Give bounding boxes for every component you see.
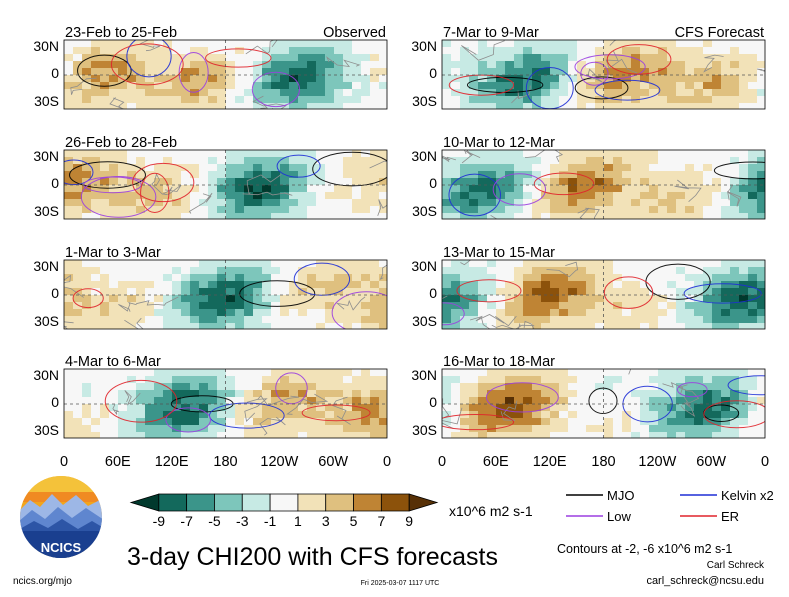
colorbar-swatch [241,493,271,512]
lat-tick-label: 30N [411,148,437,164]
map-panel: 23-Feb to 25-Feb Observed 30N 0 30S [33,25,388,110]
lat-tick-label: 30S [34,422,59,438]
lat-tick-label: 30N [411,258,437,274]
colorbar-tick-label: 3 [322,513,330,529]
legend-label: ER [721,509,739,524]
site-url[interactable]: ncics.org/mjo [13,576,72,587]
map-panel: 10-Mar to 12-Mar 30N 0 30S [411,135,766,220]
lat-tick-label: 0 [51,65,59,81]
logo-text: NCICS [41,540,82,555]
colorbar-swatch [353,493,382,512]
panel-date-label: 16-Mar to 18-Mar [443,354,555,370]
lon-tick-label: 120E [155,454,189,470]
colorbar-tick-label: 1 [294,513,302,529]
lat-tick-label: 30S [412,93,437,109]
contour-note: Contours at -2, -6 x10^6 m2 s-1 [557,542,732,556]
map-panel: 26-Feb to 28-Feb 30N 0 30S [33,135,388,220]
lon-tick-label: 0 [60,454,68,470]
legend-label: MJO [607,488,634,503]
contour-legend: MJO Kelvin x2 Low ER [566,488,774,524]
map-panel: 7-Mar to 9-Mar CFS Forecast 30N 0 30S [411,25,766,110]
lat-tick-label: 30N [411,367,437,383]
colorbar-tick-label: -3 [236,513,249,529]
lat-tick-label: 0 [429,285,437,301]
colorbar-swatch [325,493,354,512]
lat-tick-label: 0 [429,65,437,81]
timestamp: Fri 2025-03-07 1117 UTC [361,580,440,587]
lon-tick-label: 60E [105,454,131,470]
colorbar-tick-label: 9 [405,513,413,529]
panel-date-label: 10-Mar to 12-Mar [443,135,555,151]
panel-date-label: 7-Mar to 9-Mar [443,25,539,41]
column-header: Observed [323,25,386,41]
lon-tick-label: 120W [260,454,298,470]
lat-tick-label: 30N [33,258,59,274]
map-panel: 13-Mar to 15-Mar 30N 0 30S [411,245,766,330]
lon-tick-label: 120W [638,454,676,470]
colorbar-tick-label: -7 [180,513,193,529]
lon-tick-label: 60W [696,454,726,470]
colorbar-swatch [380,493,410,512]
panel-date-label: 26-Feb to 28-Feb [65,135,177,151]
lat-tick-label: 0 [51,285,59,301]
colorbar-swatch [186,493,215,512]
lat-tick-label: 30N [411,38,437,54]
lat-tick-label: 0 [51,175,59,191]
lon-tick-label: 120E [533,454,567,470]
lon-tick-label: 0 [383,454,391,470]
colorbar-tick-label: -5 [208,513,221,529]
legend-label: Low [607,509,631,524]
colorbar-swatch [297,493,327,512]
panel-date-label: 23-Feb to 25-Feb [65,25,177,41]
map-panel: 1-Mar to 3-Mar 30N 0 30S [33,245,388,330]
legend-label: Kelvin x2 [721,488,774,503]
lat-tick-label: 30S [34,203,59,219]
column-header: CFS Forecast [675,25,764,41]
colorbar-unit-label: x10^6 m2 s-1 [449,503,533,519]
author-name: Carl Schreck [707,560,765,571]
lat-tick-label: 30N [33,148,59,164]
lat-tick-label: 0 [429,175,437,191]
lat-tick-label: 30S [412,422,437,438]
colorbar: -9 -7 -5 -3 -1 1 3 5 7 9 [129,493,439,529]
lat-tick-label: 30S [34,93,59,109]
lat-tick-label: 0 [51,394,59,410]
colorbar-swatch [158,493,188,512]
lat-tick-label: 30S [412,313,437,329]
panel-date-label: 1-Mar to 3-Mar [65,245,161,261]
lat-tick-label: 30S [412,203,437,219]
colorbar-swatch [408,493,439,512]
colorbar-tick-label: -9 [153,513,166,529]
figure-title: 3-day CHI200 with CFS forecasts [127,543,498,571]
map-panel: 16-Mar to 18-Mar 30N 0 30S [411,354,766,439]
lon-tick-label: 60W [318,454,348,470]
colorbar-tick-label: -1 [264,513,277,529]
lon-tick-label: 0 [438,454,446,470]
lon-tick-label: 180 [213,454,237,470]
panel-date-label: 4-Mar to 6-Mar [65,354,161,370]
lon-tick-label: 0 [761,454,769,470]
map-panel: 4-Mar to 6-Mar 30N 0 30S [33,354,388,439]
lat-tick-label: 30S [34,313,59,329]
lat-tick-label: 30N [33,367,59,383]
colorbar-swatch [269,493,299,512]
lon-tick-label: 180 [591,454,615,470]
lat-tick-label: 0 [429,394,437,410]
panel-date-label: 13-Mar to 15-Mar [443,245,555,261]
colorbar-swatch [214,493,243,512]
lon-tick-label: 60E [483,454,509,470]
longitude-axes: 0 60E 120E 180 120W 60W 0 0 60E 120E 180 120W 60W 0 [60,454,769,470]
lat-tick-label: 30N [33,38,59,54]
author-email: carl_schreck@ncsu.edu [646,575,764,587]
colorbar-tick-label: 5 [350,513,358,529]
colorbar-tick-label: 7 [377,513,385,529]
